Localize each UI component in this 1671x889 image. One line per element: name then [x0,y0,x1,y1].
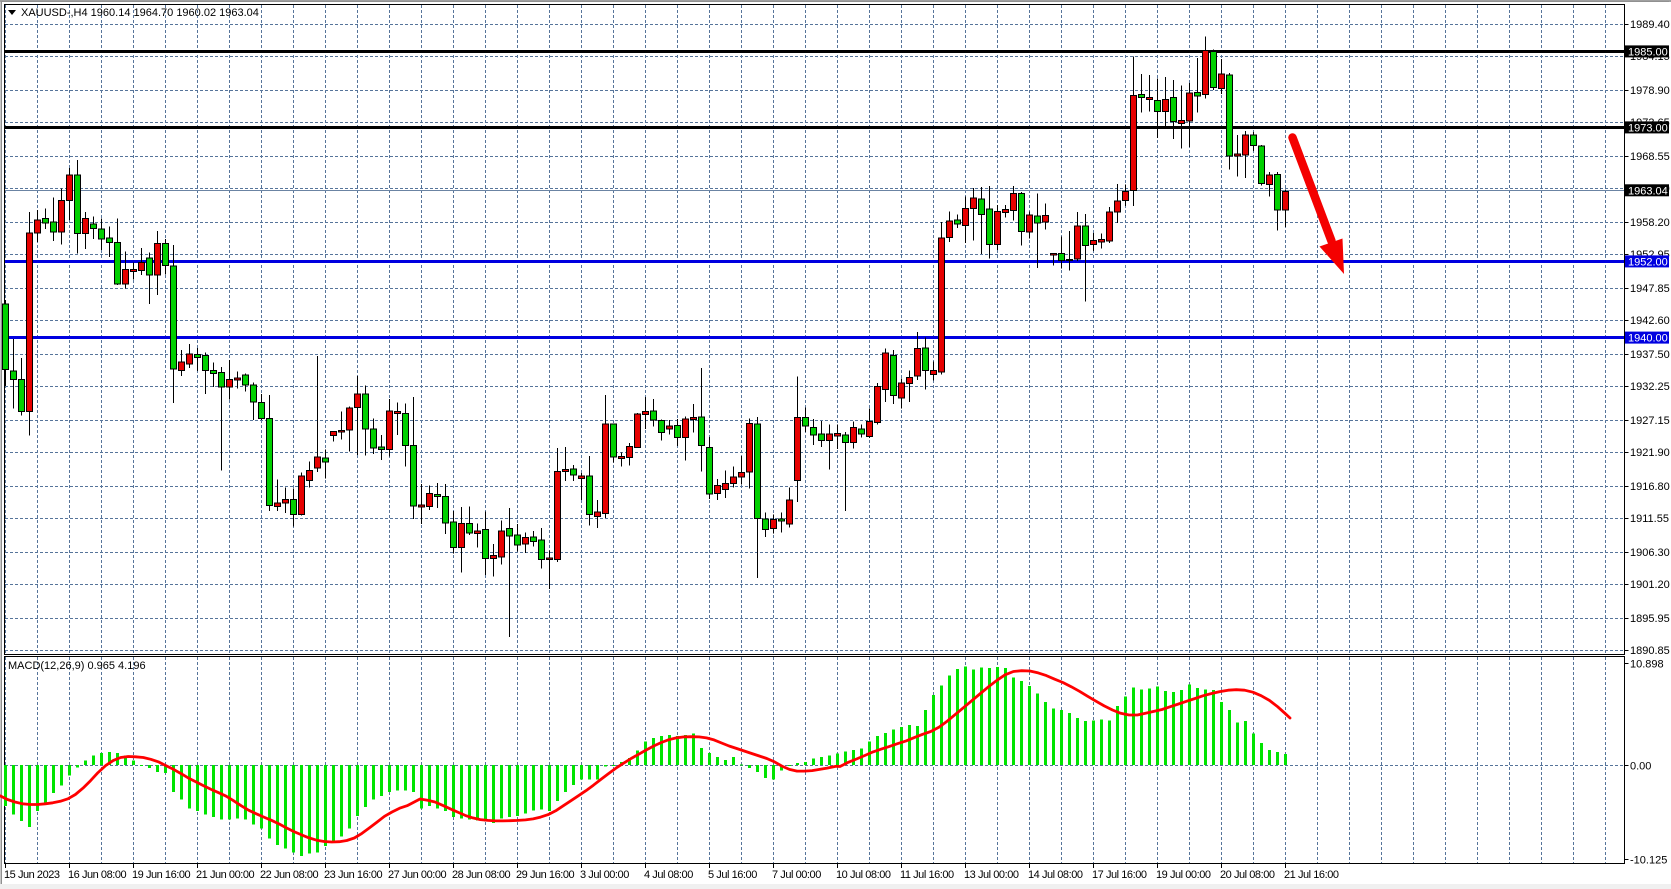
svg-text:1947.85: 1947.85 [1630,283,1670,295]
svg-text:19 Jul 00:00: 19 Jul 00:00 [1156,869,1211,881]
svg-text:1942.60: 1942.60 [1630,315,1670,327]
svg-text:15 Jun 2023: 15 Jun 2023 [4,869,60,881]
svg-text:4 Jul 08:00: 4 Jul 08:00 [644,869,693,881]
svg-text:1985.00: 1985.00 [1628,46,1668,58]
svg-text:1958.20: 1958.20 [1630,217,1670,229]
svg-text:1916.80: 1916.80 [1630,481,1670,493]
svg-text:1978.90: 1978.90 [1630,85,1670,97]
svg-text:1940.00: 1940.00 [1628,333,1668,345]
svg-text:21 Jun 00:00: 21 Jun 00:00 [196,869,255,881]
svg-text:13 Jul 00:00: 13 Jul 00:00 [964,869,1019,881]
svg-text:22 Jun 08:00: 22 Jun 08:00 [260,869,319,881]
svg-text:5 Jul 16:00: 5 Jul 16:00 [708,869,757,881]
svg-text:3 Jul 00:00: 3 Jul 00:00 [580,869,629,881]
svg-text:23 Jun 16:00: 23 Jun 16:00 [324,869,383,881]
svg-text:21 Jul 16:00: 21 Jul 16:00 [1284,869,1339,881]
svg-text:XAUUSD-,H4 1960.14 1964.70 19: XAUUSD-,H4 1960.14 1964.70 1960.02 1963.… [21,7,259,19]
svg-text:1952.00: 1952.00 [1628,256,1668,268]
svg-text:-10.125: -10.125 [1630,855,1667,867]
svg-text:1911.55: 1911.55 [1630,513,1669,525]
svg-text:1890.85: 1890.85 [1630,645,1670,657]
svg-text:29 Jun 16:00: 29 Jun 16:00 [516,869,575,881]
svg-text:14 Jul 08:00: 14 Jul 08:00 [1028,869,1083,881]
svg-text:19 Jun 16:00: 19 Jun 16:00 [132,869,191,881]
svg-text:20 Jul 08:00: 20 Jul 08:00 [1220,869,1275,881]
svg-text:1921.90: 1921.90 [1630,447,1670,459]
svg-text:1963.04: 1963.04 [1628,185,1668,197]
svg-text:1968.55: 1968.55 [1630,151,1670,163]
svg-text:11 Jul 16:00: 11 Jul 16:00 [900,869,954,881]
svg-text:0.00: 0.00 [1630,761,1651,773]
svg-text:1906.30: 1906.30 [1630,547,1670,559]
svg-text:7 Jul 00:00: 7 Jul 00:00 [772,869,821,881]
svg-text:1927.15: 1927.15 [1630,415,1670,427]
svg-text:1973.00: 1973.00 [1628,122,1668,134]
svg-text:10.898: 10.898 [1630,659,1664,671]
svg-text:MACD(12,26,9) 0.965 4.196: MACD(12,26,9) 0.965 4.196 [8,660,146,672]
svg-text:1937.50: 1937.50 [1630,349,1670,361]
svg-text:10 Jul 08:00: 10 Jul 08:00 [836,869,891,881]
svg-text:1901.20: 1901.20 [1630,579,1670,591]
svg-text:17 Jul 16:00: 17 Jul 16:00 [1092,869,1147,881]
svg-text:1989.40: 1989.40 [1630,19,1670,31]
svg-text:16 Jun 08:00: 16 Jun 08:00 [68,869,127,881]
svg-text:27 Jun 00:00: 27 Jun 00:00 [388,869,447,881]
svg-text:1932.25: 1932.25 [1630,381,1670,393]
svg-text:1895.95: 1895.95 [1630,613,1670,625]
svg-text:28 Jun 08:00: 28 Jun 08:00 [452,869,511,881]
